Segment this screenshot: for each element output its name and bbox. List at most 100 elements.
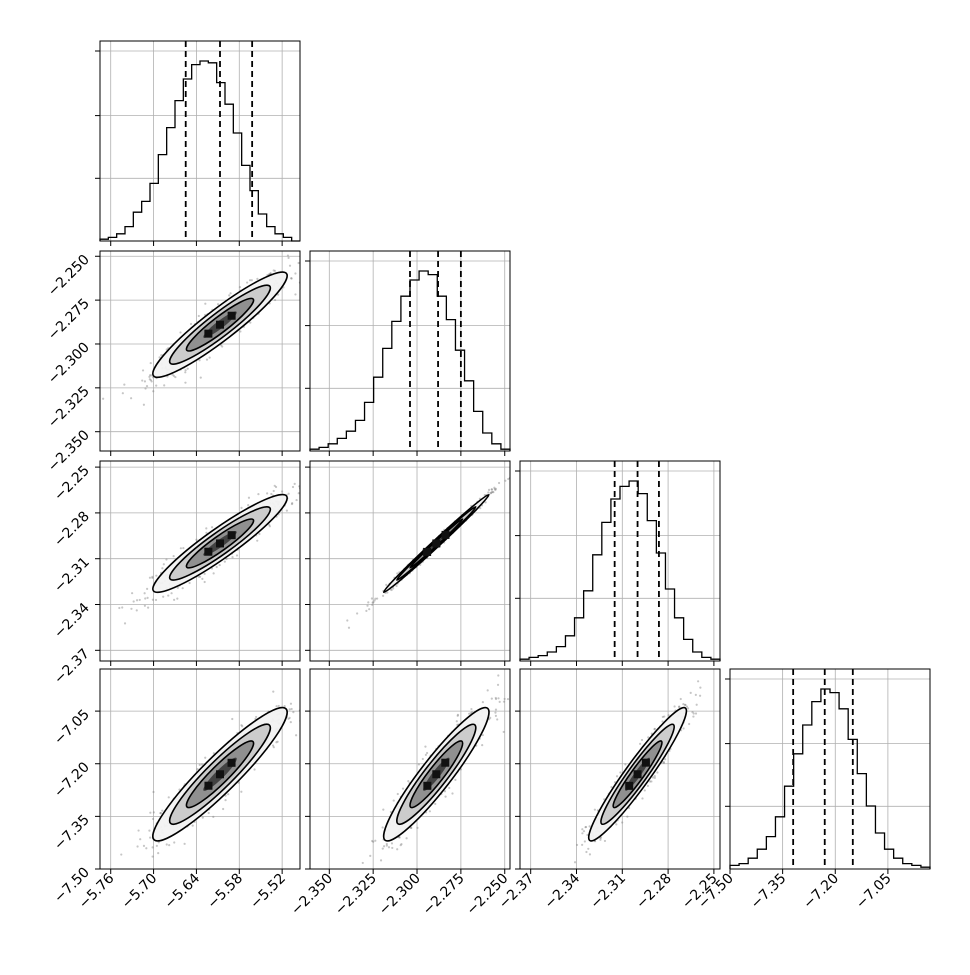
scatter-point bbox=[581, 828, 584, 831]
scatter-point bbox=[179, 331, 182, 334]
scatter-point bbox=[287, 492, 290, 495]
scatter-point bbox=[396, 572, 399, 575]
density-peak bbox=[216, 770, 224, 779]
scatter-point bbox=[292, 710, 295, 714]
scatter-point bbox=[257, 493, 260, 496]
scatter-point bbox=[210, 526, 214, 529]
scatter-point bbox=[360, 873, 362, 875]
scatter-point bbox=[290, 277, 293, 280]
scatter-point bbox=[167, 594, 170, 597]
scatter-point bbox=[276, 293, 280, 296]
scatter-point bbox=[168, 844, 171, 847]
histogram-step-line bbox=[729, 688, 931, 869]
scatter-point bbox=[498, 700, 501, 703]
scatter-point bbox=[222, 807, 225, 811]
scatter-point bbox=[667, 714, 670, 717]
scatter-point bbox=[694, 712, 698, 715]
scatter-point bbox=[373, 599, 376, 602]
scatter-point bbox=[664, 758, 667, 761]
scatter-point bbox=[678, 705, 681, 709]
panel-frame bbox=[729, 668, 931, 870]
scatter-point bbox=[392, 799, 395, 802]
scatter-point bbox=[371, 601, 374, 604]
scatter-point bbox=[154, 598, 158, 602]
scatter-point bbox=[235, 554, 239, 557]
density-peak bbox=[227, 311, 236, 320]
scatter-point bbox=[481, 733, 484, 737]
scatter-point bbox=[302, 697, 304, 699]
scatter-point bbox=[389, 810, 392, 814]
scatter-point bbox=[229, 292, 232, 295]
scatter-point bbox=[371, 603, 374, 606]
scatter-point bbox=[496, 683, 500, 686]
scatter-point bbox=[372, 840, 375, 843]
scatter-point bbox=[496, 718, 499, 721]
scatter-point bbox=[219, 344, 223, 347]
y-tick-label-2-2: −2.31 bbox=[51, 554, 93, 596]
scatter-point bbox=[150, 374, 153, 377]
scatter-point bbox=[679, 697, 682, 701]
scatter-point bbox=[152, 811, 155, 814]
scatter-point bbox=[688, 722, 691, 726]
scatter-point bbox=[120, 853, 123, 856]
scatter-point bbox=[371, 839, 374, 843]
scatter-point bbox=[494, 714, 497, 717]
scatter-point bbox=[208, 356, 211, 359]
x-tick-label-0-4: −5.52 bbox=[247, 871, 289, 913]
density-peak bbox=[423, 781, 432, 790]
scatter-point bbox=[310, 276, 312, 278]
density-peak bbox=[227, 531, 236, 540]
scatter-point bbox=[470, 707, 473, 711]
scatter-point bbox=[395, 584, 398, 588]
scatter-point bbox=[203, 572, 206, 575]
scatter-point bbox=[302, 704, 304, 706]
scatter-point bbox=[456, 713, 460, 716]
scatter-point bbox=[145, 847, 148, 850]
scatter-point bbox=[162, 563, 165, 566]
scatter-point bbox=[368, 608, 371, 611]
scatter-point bbox=[502, 700, 506, 703]
y-tick-label-2-1: −2.34 bbox=[51, 600, 93, 642]
scatter-point bbox=[376, 597, 379, 600]
x-tick-label-2-2: −2.31 bbox=[587, 871, 629, 913]
scatter-point bbox=[148, 375, 151, 379]
scatter-point bbox=[410, 826, 413, 830]
density-peak bbox=[204, 329, 213, 338]
scatter-point bbox=[396, 792, 399, 796]
scatter-point bbox=[273, 269, 277, 272]
scatter-point bbox=[143, 604, 146, 607]
scatter-point bbox=[646, 784, 650, 787]
scatter-point bbox=[276, 740, 279, 743]
scatter-point bbox=[197, 314, 200, 318]
density-peak bbox=[204, 781, 213, 790]
scatter-point bbox=[585, 850, 588, 854]
scatter-point bbox=[503, 697, 506, 701]
scatter-point bbox=[132, 600, 135, 603]
scatter-point bbox=[682, 703, 685, 706]
scatter-point bbox=[365, 609, 368, 613]
scatter-point bbox=[417, 763, 421, 766]
scatter-point bbox=[151, 575, 154, 578]
scatter-point bbox=[588, 853, 592, 856]
scatter-point bbox=[513, 471, 515, 473]
scatter-point bbox=[325, 239, 327, 241]
scatter-point bbox=[428, 810, 431, 813]
scatter-point bbox=[392, 587, 395, 590]
scatter-point bbox=[179, 547, 182, 550]
scatter-point bbox=[205, 358, 209, 361]
scatter-point bbox=[159, 812, 162, 815]
density-peak bbox=[432, 539, 441, 548]
scatter-point bbox=[155, 384, 158, 387]
scatter-point bbox=[490, 488, 493, 491]
scatter-point bbox=[137, 829, 140, 832]
density-peak bbox=[204, 547, 213, 556]
x-tick-label-1-2: −2.300 bbox=[376, 871, 424, 919]
scatter-point bbox=[173, 841, 176, 844]
scatter-point bbox=[443, 790, 447, 793]
scatter-point bbox=[506, 697, 510, 701]
scatter-point bbox=[662, 760, 665, 764]
scatter-panel-1-0 bbox=[95, 239, 327, 456]
scatter-point bbox=[152, 390, 155, 393]
scatter-point bbox=[686, 707, 690, 710]
scatter-point bbox=[405, 837, 408, 840]
